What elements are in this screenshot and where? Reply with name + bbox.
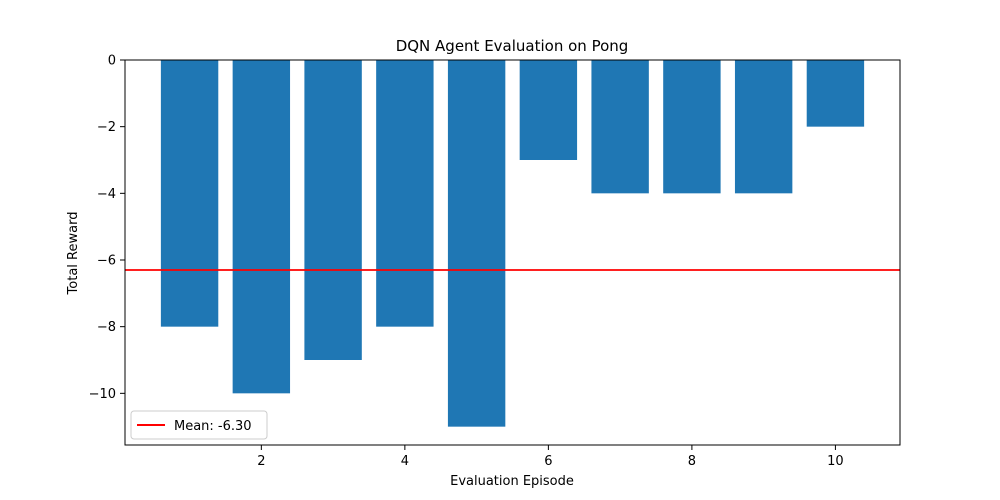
bar-episode-10 xyxy=(806,60,865,127)
y-tick-label: −8 xyxy=(97,320,116,335)
legend-label-mean: Mean: -6.30 xyxy=(174,419,252,434)
y-tick-label: −2 xyxy=(97,120,116,135)
x-tick-label: 4 xyxy=(401,454,409,469)
y-tick-label: −10 xyxy=(89,387,116,402)
bar-episode-7 xyxy=(591,60,649,194)
y-tick-label: 0 xyxy=(108,54,116,69)
chart-title: DQN Agent Evaluation on Pong xyxy=(396,37,629,55)
plot-frame xyxy=(124,59,901,446)
bar-episode-3 xyxy=(304,60,362,360)
bar-episode-8 xyxy=(663,60,721,194)
bars-group xyxy=(160,60,865,427)
bar-episode-5 xyxy=(447,60,506,427)
bar-episode-9 xyxy=(734,60,793,194)
bar-episode-4 xyxy=(376,60,434,327)
x-tick-label: 8 xyxy=(688,454,696,469)
x-tick-label: 10 xyxy=(827,454,844,469)
y-tick-label: −4 xyxy=(97,187,116,202)
bar-episode-2 xyxy=(232,60,291,394)
legend: Mean: -6.30 xyxy=(130,410,268,440)
x-tick-label: 2 xyxy=(257,454,265,469)
y-tick-label: −6 xyxy=(97,254,116,269)
bar-episode-1 xyxy=(160,60,219,327)
x-axis-label: Evaluation Episode xyxy=(450,474,574,489)
legend-box xyxy=(130,410,268,440)
x-tick-label: 6 xyxy=(544,454,552,469)
x-axis: 2 4 6 8 10 xyxy=(257,445,844,469)
y-axis-label: Total Reward xyxy=(66,212,81,296)
y-axis: 0 −2 −4 −6 −8 −10 xyxy=(89,54,125,402)
bar-episode-6 xyxy=(519,60,578,160)
